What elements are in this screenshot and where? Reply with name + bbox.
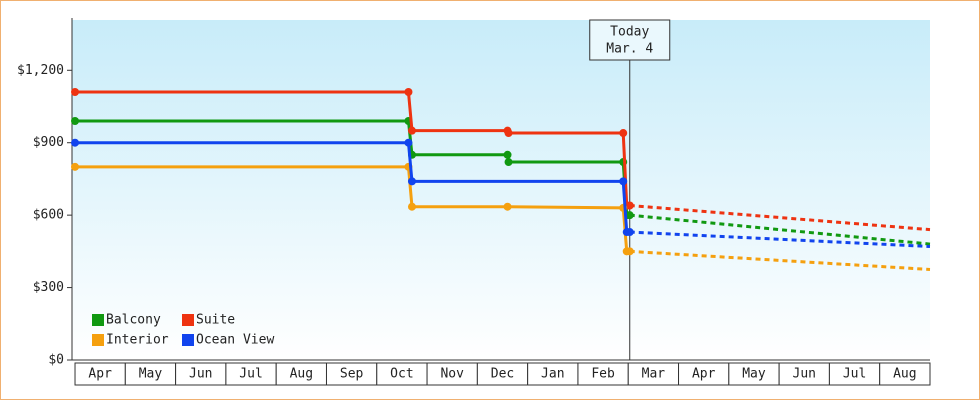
point <box>404 88 413 97</box>
x-tick-label: Jul <box>239 367 262 382</box>
point <box>71 138 80 147</box>
x-tick-label: Aug <box>893 367 916 382</box>
legend-label: Ocean View <box>196 333 274 348</box>
x-tick-label: Apr <box>88 367 112 382</box>
legend-swatch <box>92 314 104 326</box>
x-tick-label: Jun <box>189 367 212 382</box>
point <box>625 201 634 210</box>
point <box>625 211 634 220</box>
point <box>619 129 628 138</box>
x-tick-label: Jun <box>793 367 816 382</box>
point <box>503 202 512 211</box>
legend-label: Balcony <box>106 313 161 328</box>
x-tick-label: Mar <box>642 367 666 382</box>
point <box>71 88 80 97</box>
y-tick-label: $1,200 <box>17 63 64 78</box>
x-tick-label: May <box>139 367 163 382</box>
point <box>504 158 513 167</box>
today-label: Today <box>610 25 649 40</box>
point <box>619 177 628 186</box>
x-tick-label: Feb <box>591 367 615 382</box>
x-tick-label: Nov <box>440 367 464 382</box>
x-tick-label: Oct <box>390 367 413 382</box>
month-cell <box>879 362 931 386</box>
legend-swatch <box>182 334 194 346</box>
y-tick-label: $300 <box>33 280 64 295</box>
x-tick-label: May <box>742 367 766 382</box>
legend-label: Interior <box>106 333 169 348</box>
y-tick-label: $0 <box>48 353 64 368</box>
today-label: Mar. 4 <box>606 42 653 57</box>
plot-area <box>72 20 930 360</box>
point <box>407 177 416 186</box>
x-tick-label: Jul <box>843 367 866 382</box>
x-tick-label: Sep <box>340 367 364 382</box>
y-tick-label: $900 <box>33 135 64 150</box>
x-tick-label: Aug <box>290 367 313 382</box>
point <box>504 129 513 138</box>
legend-swatch <box>182 314 194 326</box>
point <box>625 228 634 237</box>
x-tick-label: Dec <box>491 367 514 382</box>
x-tick-label: Apr <box>692 367 716 382</box>
today-box <box>589 19 671 61</box>
point <box>404 138 413 147</box>
legend-swatch <box>92 334 104 346</box>
point <box>407 202 416 211</box>
point <box>71 162 80 171</box>
point <box>625 247 634 256</box>
y-tick-label: $600 <box>33 208 64 223</box>
x-tick-label: Jan <box>541 367 564 382</box>
point <box>407 126 416 135</box>
point <box>71 116 80 125</box>
point <box>503 150 512 159</box>
legend-label: Suite <box>196 313 235 328</box>
